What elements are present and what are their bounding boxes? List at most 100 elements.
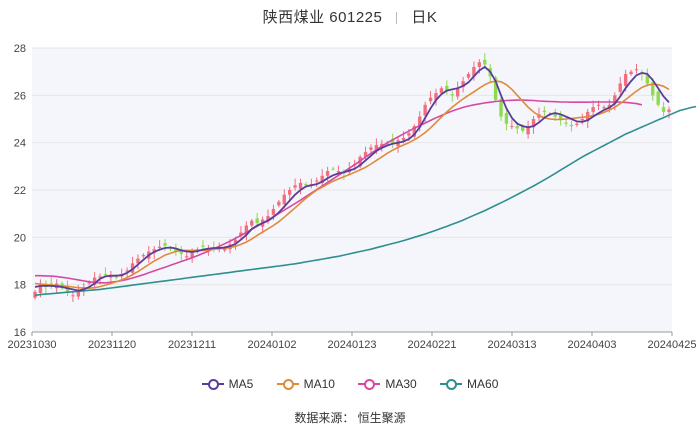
x-tick-label: 20231211	[168, 339, 216, 351]
candle-body	[233, 239, 238, 244]
legend: MA5 MA10 MA30 MA60	[0, 377, 700, 392]
candle-body	[179, 249, 183, 254]
candle-body	[645, 75, 650, 84]
candle-body	[304, 184, 308, 186]
legend-item-ma30[interactable]: MA30	[358, 377, 417, 391]
candle-body	[114, 276, 118, 278]
candle-body	[76, 291, 81, 297]
candle-body	[504, 113, 509, 124]
legend-marker-icon	[201, 379, 224, 390]
candle-body	[38, 284, 43, 293]
candle-body	[369, 147, 373, 150]
y-tick-label: 24	[14, 138, 26, 150]
legend-item-ma5[interactable]: MA5	[201, 377, 253, 391]
candle-body	[580, 119, 584, 121]
candle-body	[325, 171, 330, 176]
candle-body	[277, 201, 281, 206]
candle-body	[418, 116, 422, 128]
candle-body	[483, 59, 487, 65]
candle-body	[575, 123, 579, 125]
x-tick-label: 20240221	[408, 339, 457, 351]
candle-body	[390, 139, 395, 144]
candle-body	[510, 126, 514, 128]
candle-body	[423, 104, 427, 116]
candle-body	[168, 247, 173, 250]
candle-body	[315, 180, 319, 182]
candle-body	[336, 171, 341, 173]
x-tick-label: 20240425	[648, 339, 697, 351]
candle-body	[380, 143, 384, 147]
chart-title: 陕西煤业 601225 日K	[0, 6, 700, 27]
candle-body	[439, 88, 444, 93]
y-tick-label: 20	[14, 232, 26, 244]
y-tick-label: 26	[14, 90, 26, 102]
stock-name-code: 陕西煤业 601225	[262, 9, 383, 26]
candle-body	[434, 92, 438, 101]
candle-body	[298, 182, 303, 189]
candle-body	[401, 137, 406, 141]
candle-body	[92, 277, 97, 285]
data-source: 数据来源： 恒生聚源	[294, 411, 406, 425]
legend-marker-icon	[358, 379, 381, 390]
candle-body	[450, 94, 454, 96]
candle-body	[407, 133, 411, 136]
candle-body	[250, 220, 254, 226]
candle-body	[190, 252, 194, 258]
candle-body	[222, 247, 227, 251]
candle-body	[499, 98, 503, 117]
candle-body	[564, 122, 568, 124]
candle-body	[98, 276, 102, 278]
line-ma30	[35, 99, 643, 284]
candle-body	[596, 104, 601, 106]
candle-body	[174, 249, 178, 252]
candle-body	[87, 282, 91, 284]
legend-item-ma60[interactable]: MA60	[440, 377, 498, 391]
candle-body	[656, 91, 660, 105]
legend-marker-icon	[276, 379, 299, 390]
y-tick-label: 28	[14, 43, 26, 55]
candle-body	[125, 270, 129, 272]
line-ma10	[34, 80, 670, 289]
candle-body	[136, 258, 140, 264]
candle-body	[553, 114, 557, 117]
legend-marker-icon	[440, 379, 463, 390]
candle-body	[531, 119, 536, 128]
candle-body	[103, 274, 108, 276]
candle-body	[466, 74, 471, 78]
candle-body	[613, 95, 617, 104]
candle-body	[428, 97, 433, 102]
candle-body	[157, 246, 162, 248]
candle-body	[472, 66, 476, 77]
candle-body	[461, 81, 465, 88]
candle-body	[445, 85, 449, 91]
x-tick-label: 20240313	[488, 339, 537, 351]
line-ma5	[34, 65, 670, 292]
period-label: 日K	[411, 9, 438, 26]
candle-body	[591, 107, 595, 112]
x-tick-label: 20240102	[248, 339, 297, 351]
candle-body	[455, 88, 460, 97]
candle-body	[363, 152, 368, 157]
y-tick-label: 16	[14, 327, 26, 339]
x-tick-label: 20240123	[328, 339, 377, 351]
candle-body	[542, 110, 547, 112]
x-tick-label: 20240403	[568, 339, 617, 351]
candle-body	[244, 225, 249, 235]
candle-body	[623, 74, 628, 86]
candle-body	[201, 245, 205, 247]
candle-body	[477, 62, 482, 67]
candle-body	[412, 126, 416, 137]
candle-body	[661, 107, 666, 112]
candle-body	[629, 71, 633, 75]
candle-body	[602, 107, 606, 109]
candle-body	[521, 126, 525, 131]
x-tick-label: 20231030	[8, 339, 57, 351]
legend-item-ma10[interactable]: MA10	[276, 377, 335, 391]
legend-label: MA60	[467, 377, 499, 391]
candle-body	[634, 69, 639, 71]
line-ma60	[34, 105, 697, 297]
legend-label: MA10	[303, 377, 335, 391]
candle-body	[320, 175, 324, 183]
candle-body	[141, 255, 146, 257]
candle-body	[374, 145, 379, 151]
